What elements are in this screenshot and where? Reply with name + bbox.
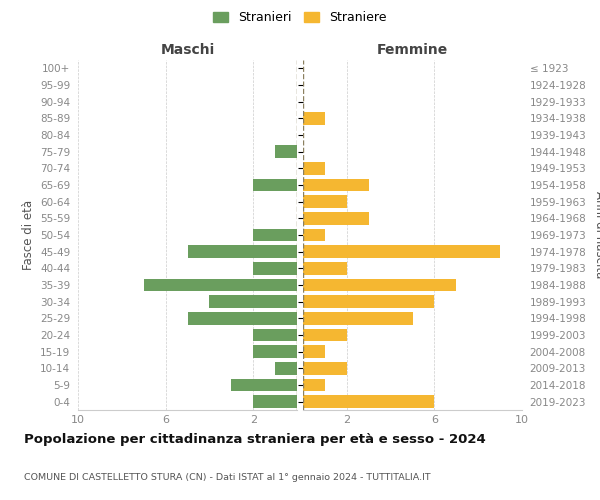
- Bar: [144, 279, 297, 291]
- Y-axis label: Fasce di età: Fasce di età: [22, 200, 35, 270]
- Bar: [303, 179, 369, 192]
- Bar: [253, 346, 297, 358]
- Text: Popolazione per cittadinanza straniera per età e sesso - 2024: Popolazione per cittadinanza straniera p…: [24, 432, 486, 446]
- Title: Femmine: Femmine: [377, 44, 448, 58]
- Bar: [187, 246, 297, 258]
- Bar: [275, 146, 297, 158]
- Bar: [303, 329, 347, 341]
- Bar: [303, 346, 325, 358]
- Bar: [253, 329, 297, 341]
- Bar: [232, 379, 297, 391]
- Bar: [303, 396, 434, 408]
- Text: COMUNE DI CASTELLETTO STURA (CN) - Dati ISTAT al 1° gennaio 2024 - TUTTITALIA.IT: COMUNE DI CASTELLETTO STURA (CN) - Dati …: [24, 473, 431, 482]
- Bar: [303, 262, 347, 274]
- Y-axis label: Anni di nascita: Anni di nascita: [593, 192, 600, 278]
- Bar: [209, 296, 297, 308]
- Bar: [275, 362, 297, 374]
- Legend: Stranieri, Straniere: Stranieri, Straniere: [208, 6, 392, 29]
- Bar: [303, 162, 325, 174]
- Bar: [187, 312, 297, 324]
- Title: Maschi: Maschi: [160, 44, 215, 58]
- Bar: [253, 396, 297, 408]
- Bar: [253, 262, 297, 274]
- Bar: [303, 279, 457, 291]
- Bar: [303, 312, 413, 324]
- Bar: [303, 379, 325, 391]
- Bar: [303, 212, 369, 224]
- Bar: [303, 196, 347, 208]
- Bar: [303, 296, 434, 308]
- Bar: [303, 112, 325, 124]
- Bar: [303, 362, 347, 374]
- Bar: [253, 179, 297, 192]
- Bar: [303, 246, 500, 258]
- Bar: [303, 229, 325, 241]
- Bar: [253, 229, 297, 241]
